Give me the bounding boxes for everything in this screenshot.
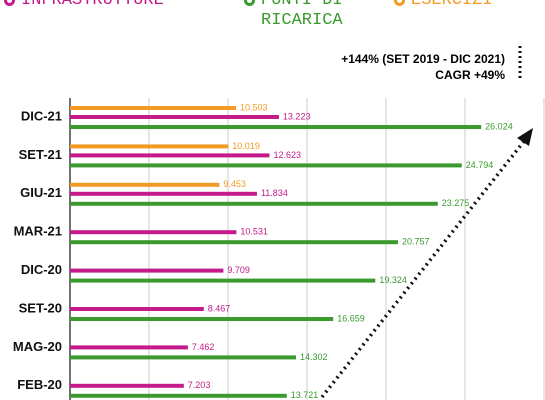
value-label: 9.453 bbox=[223, 179, 246, 189]
bar bbox=[70, 191, 257, 196]
value-label: 11.834 bbox=[261, 188, 288, 198]
value-label: 24.794 bbox=[466, 160, 494, 170]
value-label: 9.709 bbox=[227, 265, 250, 275]
value-label: 8.467 bbox=[208, 303, 231, 313]
bar bbox=[70, 393, 287, 398]
bar bbox=[70, 182, 220, 187]
legend-dot bbox=[244, 0, 255, 6]
legend-item: INFRASTRUTTURE bbox=[4, 0, 164, 11]
y-tick-label: SET-21 bbox=[19, 147, 62, 162]
bar bbox=[70, 125, 482, 129]
bar bbox=[70, 115, 279, 119]
arrow-head bbox=[517, 128, 533, 146]
bar bbox=[70, 383, 184, 388]
value-label: 23.275 bbox=[442, 198, 470, 208]
bar bbox=[70, 240, 398, 245]
bar bbox=[70, 355, 296, 360]
y-tick-label: SET-20 bbox=[19, 300, 62, 315]
value-label: 12.623 bbox=[273, 150, 301, 160]
value-label: 13.223 bbox=[283, 111, 311, 121]
legend-item: ESERCIZI bbox=[394, 0, 493, 11]
value-label: 13.721 bbox=[291, 390, 319, 400]
legend-label: PUNTI DI RICARICA bbox=[261, 0, 343, 30]
value-label: 16.659 bbox=[337, 313, 365, 323]
value-label: 14.302 bbox=[300, 352, 328, 362]
bar bbox=[70, 201, 438, 206]
legend-label: INFRASTRUTTURE bbox=[21, 0, 164, 10]
bar bbox=[70, 153, 270, 158]
bar bbox=[70, 317, 334, 321]
legend-label: ESERCIZI bbox=[411, 0, 493, 10]
y-tick-label: MAG-20 bbox=[13, 339, 62, 354]
y-tick-label: GIU-21 bbox=[20, 185, 62, 200]
value-label: 19.324 bbox=[379, 275, 407, 285]
value-label: 26.024 bbox=[485, 121, 513, 131]
value-label: 7.203 bbox=[188, 380, 211, 390]
bar bbox=[70, 230, 237, 235]
bar bbox=[70, 163, 462, 168]
legend-dot bbox=[394, 0, 405, 6]
bar bbox=[70, 268, 224, 273]
y-tick-label: DIC-20 bbox=[21, 262, 62, 277]
value-label: 20.757 bbox=[402, 237, 430, 247]
value-label: 10.019 bbox=[232, 141, 260, 151]
bar bbox=[70, 345, 188, 350]
trend-arrow bbox=[320, 138, 527, 399]
annotation: +144% (SET 2019 - DIC 2021) bbox=[341, 52, 505, 66]
y-tick-label: DIC-21 bbox=[21, 108, 62, 123]
legend-item: PUNTI DI RICARICA bbox=[244, 0, 374, 31]
bar bbox=[70, 106, 236, 110]
bar bbox=[70, 307, 204, 311]
value-label: 10.503 bbox=[240, 102, 268, 112]
bar bbox=[70, 144, 229, 149]
bar bbox=[70, 278, 376, 283]
y-tick-label: MAR-21 bbox=[14, 224, 62, 239]
value-label: 10.531 bbox=[240, 227, 268, 237]
annotation: CAGR +49% bbox=[435, 68, 505, 82]
y-tick-label: FEB-20 bbox=[17, 377, 62, 392]
value-label: 7.462 bbox=[192, 342, 215, 352]
legend-dot bbox=[4, 0, 15, 6]
